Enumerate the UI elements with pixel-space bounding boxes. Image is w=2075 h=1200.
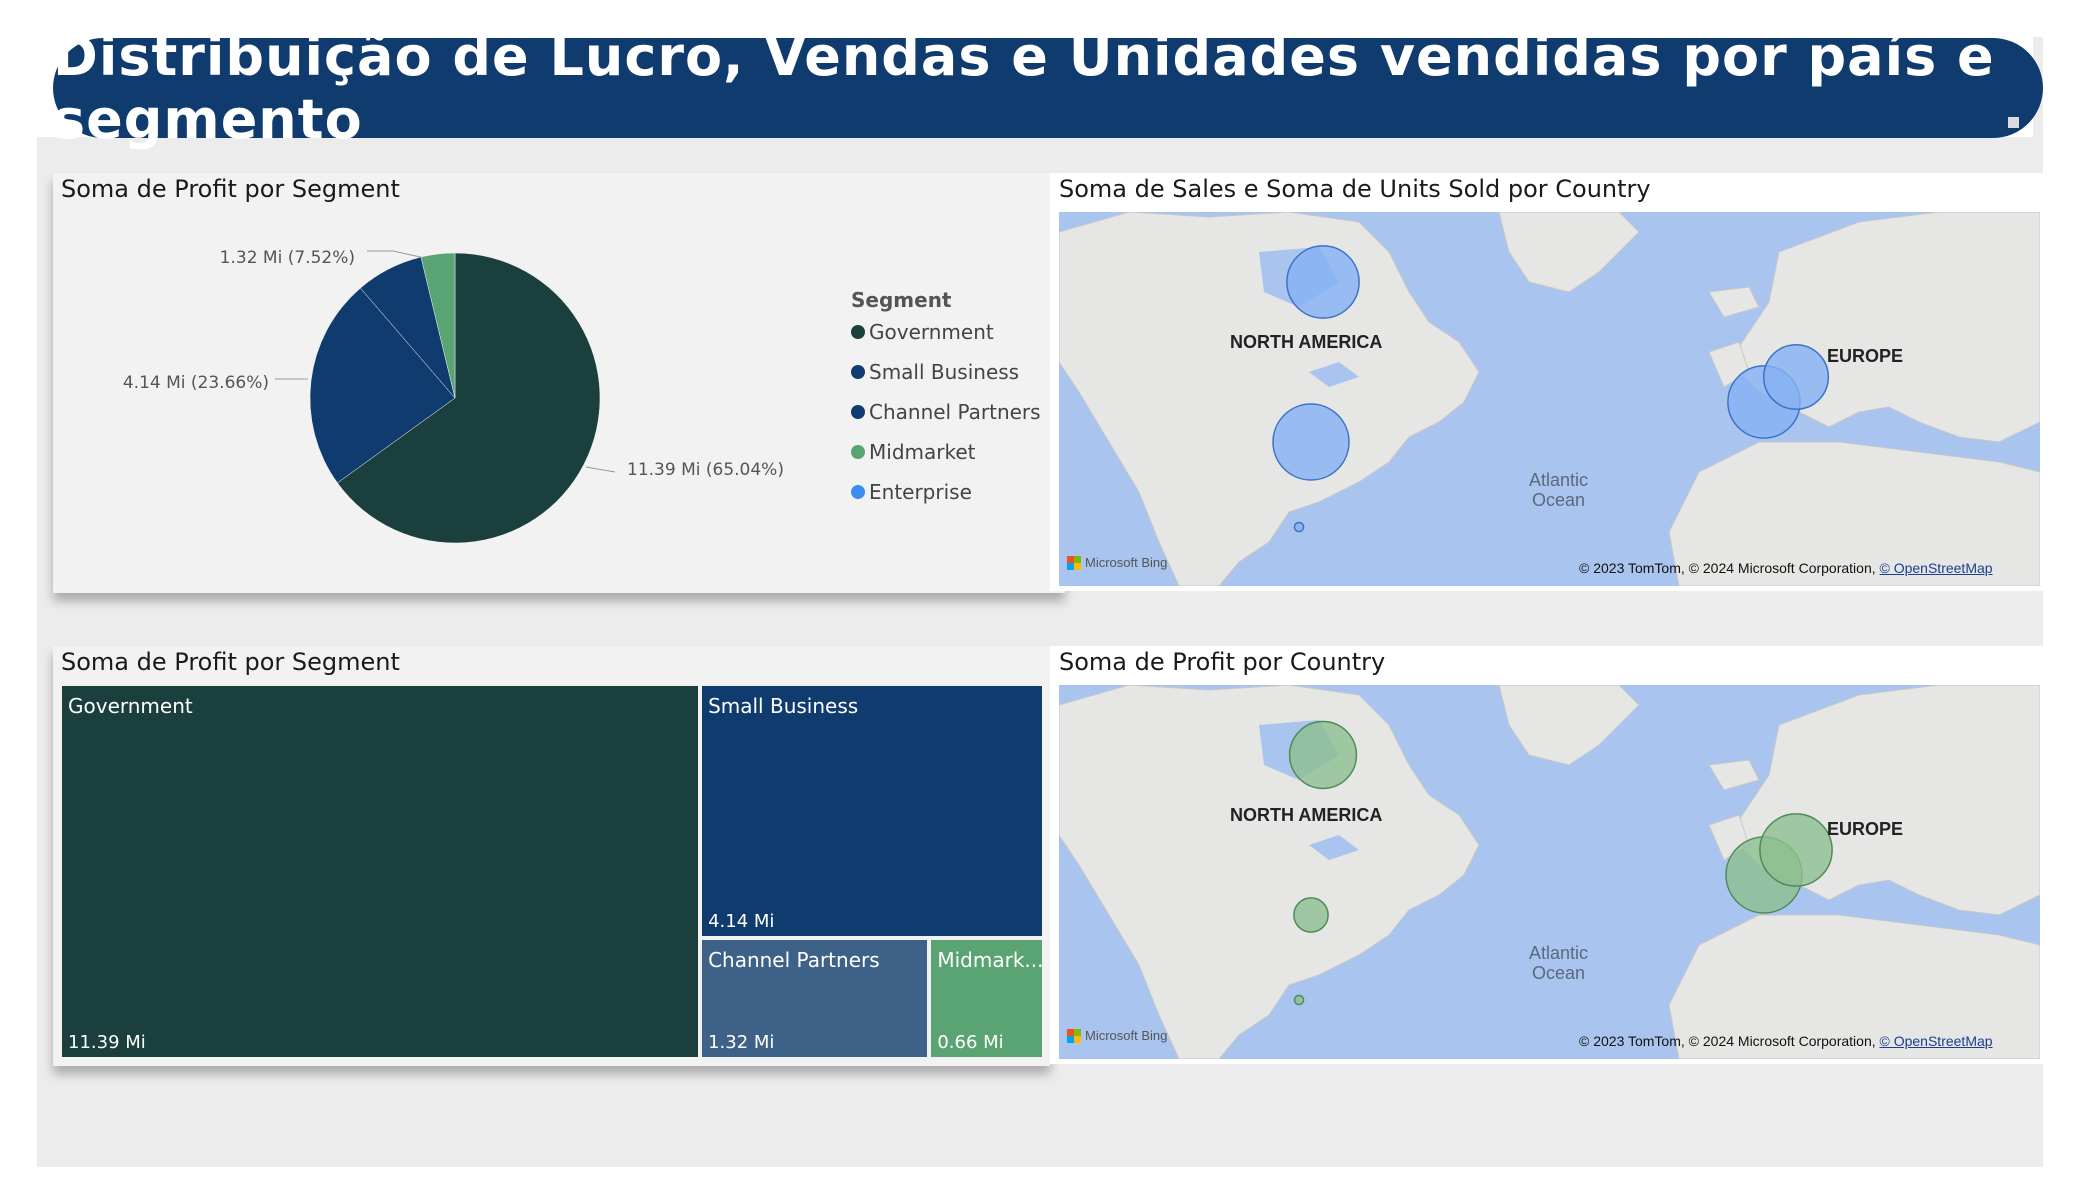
copyright-text: © 2023 TomTom, © 2024 Microsoft Corporat… (1579, 560, 1880, 576)
treemap-cell-value: 1.32 Mi (708, 1031, 775, 1053)
pie-leader-line (585, 466, 616, 473)
map-sales[interactable]: NORTH AMERICA EUROPE Atlantic Ocean Microsof… (1059, 212, 2040, 586)
map-landmass (1059, 685, 1480, 1059)
bing-label: Microsoft Bing (1085, 555, 1168, 570)
copyright-text: © 2023 TomTom, © 2024 Microsoft Corporat… (1579, 1033, 1880, 1049)
treemap-cell-value: 4.14 Mi (708, 910, 775, 932)
pie-chart-title: Soma de Profit por Segment (61, 175, 400, 203)
legend-dot-icon (851, 325, 865, 339)
map-landmass (1708, 286, 1760, 318)
map-bubble-germany[interactable] (1759, 813, 1833, 887)
pie-data-label: 4.14 Mi (23.66%) (123, 373, 269, 393)
legend-dot-icon (851, 485, 865, 499)
map-bubble-germany[interactable] (1762, 343, 1830, 411)
map-landmass (1059, 212, 1480, 586)
legend-dot-icon (851, 405, 865, 419)
map-label-europe: EUROPE (1827, 346, 1904, 366)
microsoft-logo-icon (1067, 555, 1081, 570)
map-water (1309, 362, 1359, 387)
bing-logo: Microsoft Bing (1067, 1028, 1167, 1043)
legend-item-small-business[interactable]: Small Business (851, 360, 1019, 384)
treemap-title: Soma de Profit por Segment (61, 648, 400, 676)
bing-label: Microsoft Bing (1085, 1028, 1168, 1043)
legend-dot-icon (851, 365, 865, 379)
map-bubble-mexico[interactable] (1293, 521, 1305, 533)
openstreetmap-link[interactable]: © OpenStreetMap (1879, 560, 1993, 576)
map-profit-title: Soma de Profit por Country (1059, 648, 1386, 676)
openstreetmap-link[interactable]: © OpenStreetMap (1879, 1033, 1993, 1049)
map-profit[interactable]: NORTH AMERICA EUROPE Atlantic Ocean Microsof… (1059, 685, 2040, 1059)
treemap-cell-label: Midmark... (937, 947, 1042, 972)
legend-item-midmarket[interactable]: Midmarket (851, 440, 975, 464)
treemap-cell-small-business[interactable]: Small Business 4.14 Mi (700, 684, 1044, 938)
pie-chart[interactable]: 11.39 Mi (65.04%) 4.14 Mi (23.66%) 1.32 Mi… (53, 210, 853, 590)
treemap-cell-label: Small Business (708, 694, 859, 718)
treemap-cell-value: 0.66 Mi (937, 1031, 1004, 1053)
map-bubble-united-states-of-america[interactable] (1272, 403, 1350, 481)
map-landmass (1498, 685, 1640, 766)
legend-label: Government (869, 320, 994, 344)
treemap-cell-government[interactable]: Government 11.39 Mi (60, 684, 701, 1059)
pie-slice-small-business[interactable] (309, 287, 456, 484)
map-bubble-canada[interactable] (1288, 720, 1358, 790)
map-sales-title: Soma de Sales e Soma de Units Sold por C… (1059, 175, 1651, 203)
map-label-north-america: NORTH AMERICA (1230, 805, 1383, 825)
legend-label: Enterprise (869, 480, 972, 504)
map-label-ocean: Atlantic Ocean (1529, 943, 1589, 983)
map-landmass (1708, 759, 1760, 791)
map-landmass (1498, 212, 1640, 293)
map-copyright: © 2023 TomTom, © 2024 Microsoft Corporat… (1579, 1033, 1993, 1049)
map-bubble-mexico[interactable] (1293, 994, 1305, 1006)
pie-data-label: 1.32 Mi (7.52%) (220, 248, 355, 268)
pie-data-label: 11.39 Mi (65.04%) (627, 460, 784, 480)
legend-title: Segment (851, 288, 952, 312)
map-landmass (1668, 441, 2040, 586)
map-label-ocean: Atlantic Ocean (1529, 470, 1589, 510)
resize-handle-icon[interactable] (2008, 117, 2019, 128)
treemap-cell-label: Government (68, 694, 193, 718)
map-bubble-united-states-of-america[interactable] (1293, 897, 1329, 933)
legend-label: Midmarket (869, 440, 976, 464)
treemap-chart[interactable]: Government 11.39 Mi Small Business 4.14 Mi C… (60, 684, 1044, 1059)
legend-label: Small Business (869, 360, 1020, 384)
treemap-cell-value: 11.39 Mi (68, 1032, 146, 1053)
pie-leader-line (367, 250, 426, 259)
map-copyright: © 2023 TomTom, © 2024 Microsoft Corporat… (1579, 560, 1993, 576)
map-label-europe: EUROPE (1827, 819, 1904, 839)
bing-logo: Microsoft Bing (1067, 555, 1167, 570)
legend-item-enterprise[interactable]: Enterprise (851, 480, 972, 504)
treemap-cell-label: Channel Partners (708, 947, 880, 972)
legend-dot-icon (851, 445, 865, 459)
map-label-north-america: NORTH AMERICA (1230, 332, 1383, 352)
pie-slice-government[interactable] (337, 252, 601, 544)
legend-item-government[interactable]: Government (851, 320, 994, 344)
map-basemap (1059, 685, 2040, 1059)
map-bubble-canada[interactable] (1286, 245, 1360, 319)
page-title: Distribuição de Lucro, Vendas e Unidades… (53, 25, 2043, 151)
map-landmass (1668, 914, 2040, 1059)
map-water (1309, 835, 1359, 860)
pie-slice-midmarket[interactable] (420, 252, 456, 399)
map-basemap (1059, 212, 2040, 586)
legend-item-channel-partners[interactable]: Channel Partners (851, 400, 1041, 424)
treemap-cell-midmarket[interactable]: Midmark... 0.66 Mi (929, 937, 1044, 1059)
treemap-cell-channel-partners[interactable]: Channel Partners 1.32 Mi (700, 937, 930, 1059)
microsoft-logo-icon (1067, 1028, 1081, 1043)
legend-label: Channel Partners (869, 400, 1041, 424)
